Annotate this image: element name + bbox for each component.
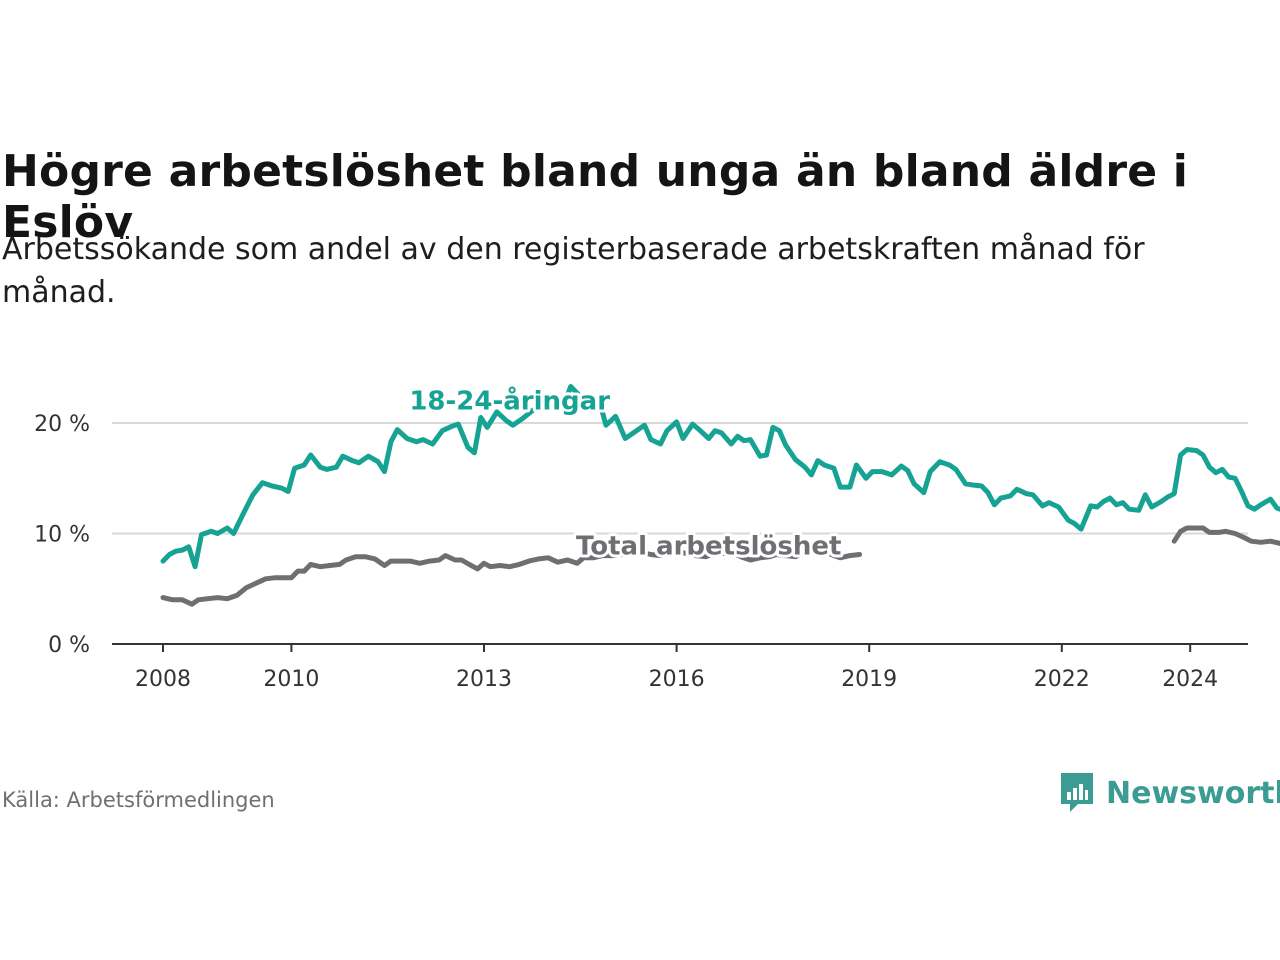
brand-name: Newsworthy [1106, 775, 1280, 811]
x-tick-label: 2016 [649, 667, 705, 692]
series-lines [160, 384, 1280, 607]
gridlines [112, 422, 1248, 535]
source-note: Källa: Arbetsförmedlingen [2, 788, 275, 812]
y-axis-labels: 0 % 10 % 20 % [34, 412, 90, 658]
bar-chart-logo-icon [1061, 773, 1093, 812]
series-line [160, 384, 1280, 570]
x-tick-label: 2010 [263, 667, 319, 692]
chart-subtitle: Arbetssökande som andel av den registerb… [2, 232, 1145, 310]
x-tick-label: 2019 [841, 667, 897, 692]
x-tick-label: 2022 [1034, 667, 1090, 692]
y-tick-label: 0 % [48, 633, 90, 658]
series-line [160, 547, 863, 607]
newsworthy-logo[interactable]: Newsworthy [1058, 770, 1280, 816]
x-tick-label: 2013 [456, 667, 512, 692]
x-tick-label: 2008 [135, 667, 191, 692]
series-name-label: 18-24-åringar [409, 385, 610, 417]
x-tick-label: 2024 [1162, 667, 1218, 692]
y-tick-label: 20 % [34, 412, 90, 437]
chart-title: Högre arbetslöshet bland unga än bland ä… [2, 146, 1189, 248]
series-labels: 18-24-åringar9,1 %Total arbetslöshet8 % [406, 382, 844, 565]
y-tick-label: 10 % [34, 523, 90, 548]
line-chart: 0 % 10 % 20 % 2008 2010 2013 2016 2019 2022 2024… [34, 382, 1280, 692]
series-line [1171, 525, 1280, 547]
x-axis: 2008 2010 2013 2016 2019 2022 2024 [112, 643, 1248, 692]
series-name-label: Total arbetslöshet [576, 531, 841, 561]
